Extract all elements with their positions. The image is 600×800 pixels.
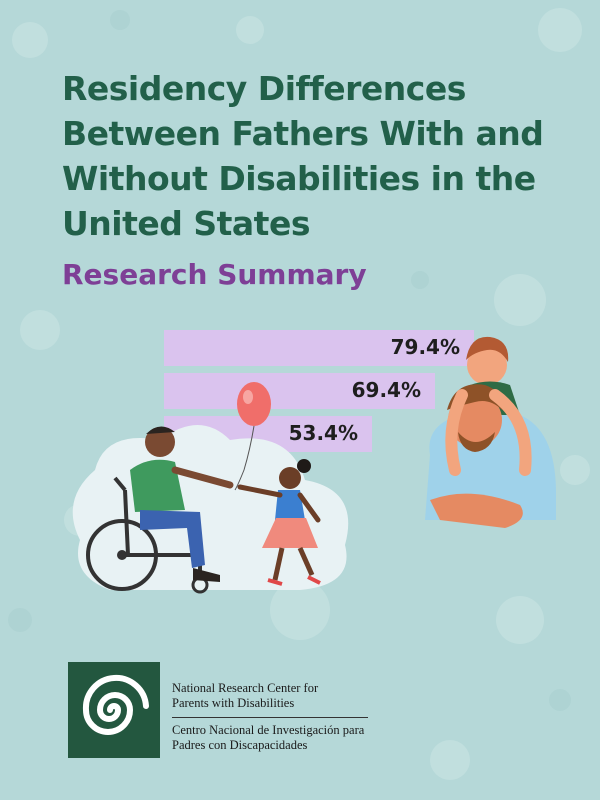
org-name-english-line-2: Parents with Disabilities	[172, 696, 295, 710]
bar-value-label: 53.4%	[288, 421, 358, 445]
org-name-spanish-line-1: Centro Nacional de Investigación para	[172, 723, 365, 737]
org-divider	[172, 717, 368, 718]
bar-value-label: 79.4%	[390, 335, 460, 359]
bar-1: 79.4%	[164, 330, 474, 366]
bar-value-label: 69.4%	[351, 378, 421, 402]
spiral-logo-icon	[68, 662, 160, 758]
bar-2: 69.4%	[164, 373, 435, 409]
page-subtitle: Research Summary	[62, 258, 367, 291]
page-title: Residency Differences Between Fathers Wi…	[62, 69, 544, 243]
org-name-english-line-1: National Research Center for	[172, 681, 319, 695]
org-name-spanish-line-2: Padres con Discapacidades	[172, 738, 308, 752]
organization-name: National Research Center for Parents wit…	[172, 681, 402, 753]
